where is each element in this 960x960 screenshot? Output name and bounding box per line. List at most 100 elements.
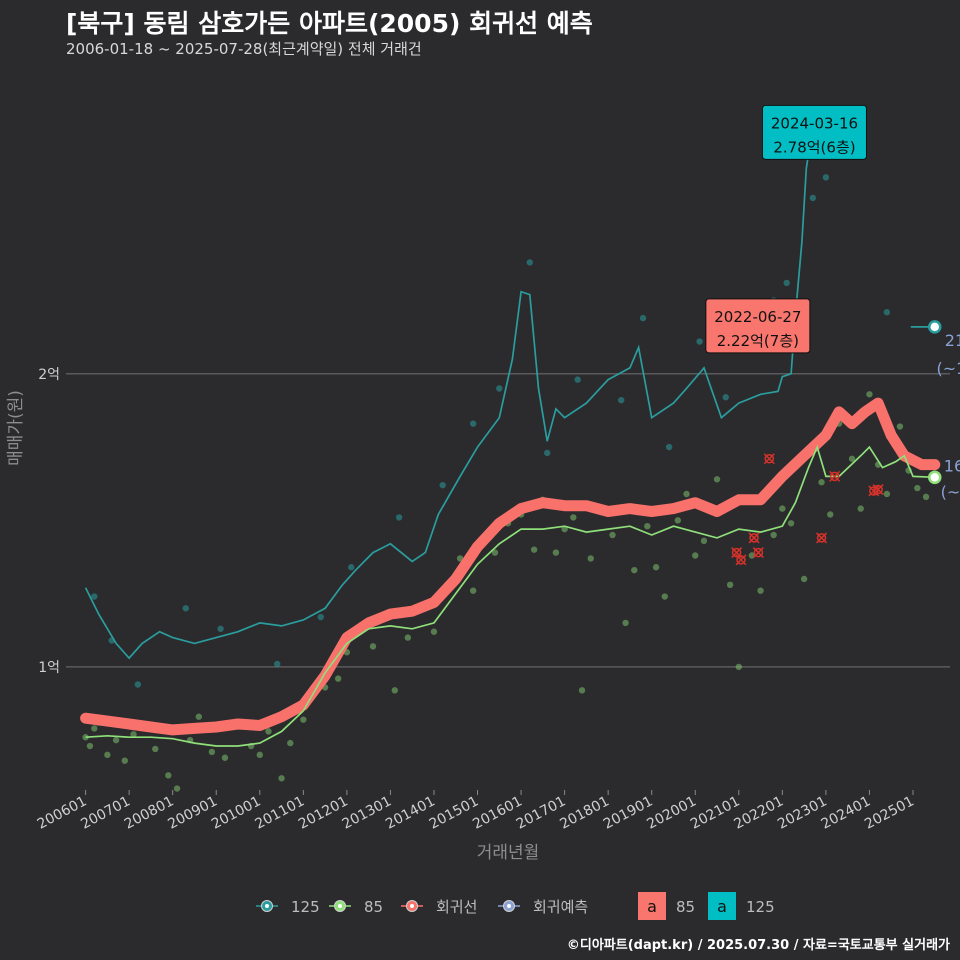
dot-125 [809, 194, 817, 202]
x-tick-label: 200901 [165, 793, 220, 832]
dot-125 [639, 314, 647, 322]
legend-swatch-dot [338, 904, 342, 908]
dot-85 [112, 736, 120, 744]
dot-85 [334, 675, 342, 682]
dot-85 [735, 663, 742, 671]
x-tick-label: 202001 [644, 793, 699, 832]
dot-85 [165, 772, 172, 779]
dot-85 [287, 739, 294, 747]
legend-label-text-85: 85 [676, 898, 695, 916]
dot-85 [173, 785, 181, 792]
dot-85 [300, 716, 307, 723]
legend-label-s85: 85 [364, 898, 383, 916]
cross-marker-ring [753, 547, 764, 558]
dot-125 [274, 660, 281, 668]
cross-marker-ring [764, 454, 775, 464]
dot-125 [439, 481, 446, 489]
dot-85 [914, 484, 921, 492]
y-tick-label: 1억 [38, 660, 60, 676]
y-axis-title: 매매가(원) [6, 390, 26, 466]
series-line-85 [85, 444, 935, 747]
legend-swatch-dot [265, 904, 269, 908]
dot-85 [700, 537, 708, 545]
dot-125 [91, 593, 98, 600]
x-tick-label: 202401 [819, 793, 874, 832]
dot-125 [618, 396, 625, 404]
dot-85 [726, 581, 734, 589]
dot-85 [674, 517, 682, 524]
dot-85 [256, 751, 263, 759]
cross-marker [829, 470, 841, 482]
dot-85 [578, 687, 586, 694]
dot-85 [91, 725, 98, 732]
dot-85 [866, 391, 873, 398]
dot-85 [609, 531, 616, 539]
dot-85 [652, 564, 660, 571]
end-label-area-125: (~125㎡) [937, 359, 960, 378]
source-footer: ©디아파트(dapt.kr) / 2025.07.30 / 자료=국토교통부 실… [566, 938, 950, 953]
dot-125 [348, 564, 355, 571]
x-tick-label: 200801 [122, 793, 177, 832]
x-tick-label: 201501 [427, 793, 482, 832]
x-tick-label: 202301 [775, 793, 830, 832]
dot-85 [818, 479, 825, 486]
x-tick-label: 201801 [557, 793, 612, 832]
dot-85 [130, 731, 137, 738]
legend-label-glyph: a [717, 897, 727, 916]
dot-125 [783, 279, 790, 287]
dot-85 [587, 555, 594, 562]
dot-125 [395, 514, 403, 521]
dot-125 [883, 309, 891, 316]
cross-marker-ring [816, 533, 827, 543]
cross-marker-ring [736, 555, 746, 565]
dot-125 [543, 449, 551, 457]
dot-85 [683, 490, 690, 498]
dot-125 [696, 338, 703, 345]
dot-85 [661, 593, 668, 600]
dot-125 [526, 259, 533, 266]
series-line-125 [84, 137, 818, 660]
legend-label-forecast: 회귀예측 [533, 898, 588, 916]
cross-marker-ring [749, 533, 759, 543]
x-tick-label: 201401 [383, 793, 438, 832]
dot-85 [757, 587, 764, 594]
dot-85 [530, 546, 538, 553]
dot-85 [104, 751, 111, 759]
x-tick-label: 202201 [732, 793, 787, 832]
dot-85 [430, 628, 438, 635]
x-axis-title: 거래년월 [477, 843, 540, 863]
annotation-price: 2.78억(6층) [773, 138, 855, 156]
dot-85 [86, 742, 94, 750]
end-point-125 [928, 320, 942, 334]
dot-125 [317, 613, 324, 621]
dot-85 [221, 754, 229, 761]
dot-85 [692, 552, 699, 559]
dot-125 [496, 385, 503, 392]
legend-swatch-dot [410, 904, 414, 908]
legend-label-s125: 125 [291, 898, 320, 916]
dot-85 [770, 531, 777, 539]
end-label-area-85: (~85㎡) [941, 482, 960, 501]
x-tick-label: 202501 [862, 793, 917, 832]
end-label-value-125: 21,600 [945, 331, 960, 350]
dot-85 [278, 775, 285, 782]
x-tick-label: 201201 [296, 793, 351, 832]
dot-85 [391, 687, 398, 694]
end-label-value-85: 16,467 [944, 456, 960, 475]
dot-125 [134, 681, 142, 688]
dot-85 [570, 514, 577, 521]
cross-marker-ring [869, 486, 879, 496]
dot-125 [665, 443, 673, 451]
cross-marker [872, 484, 884, 496]
dot-85 [922, 493, 930, 501]
x-tick-label: 201301 [340, 793, 395, 832]
x-tick-label: 202101 [688, 793, 743, 832]
cross-marker-ring [873, 484, 883, 495]
cross-marker [752, 547, 764, 559]
x-tick-label: 201001 [209, 793, 264, 832]
chart-title: [북구] 동림 삼호가든 아파트(2005) 회귀선 예측 [66, 9, 593, 38]
dot-125 [182, 605, 189, 612]
dot-125 [822, 174, 830, 181]
dot-85 [883, 490, 891, 498]
